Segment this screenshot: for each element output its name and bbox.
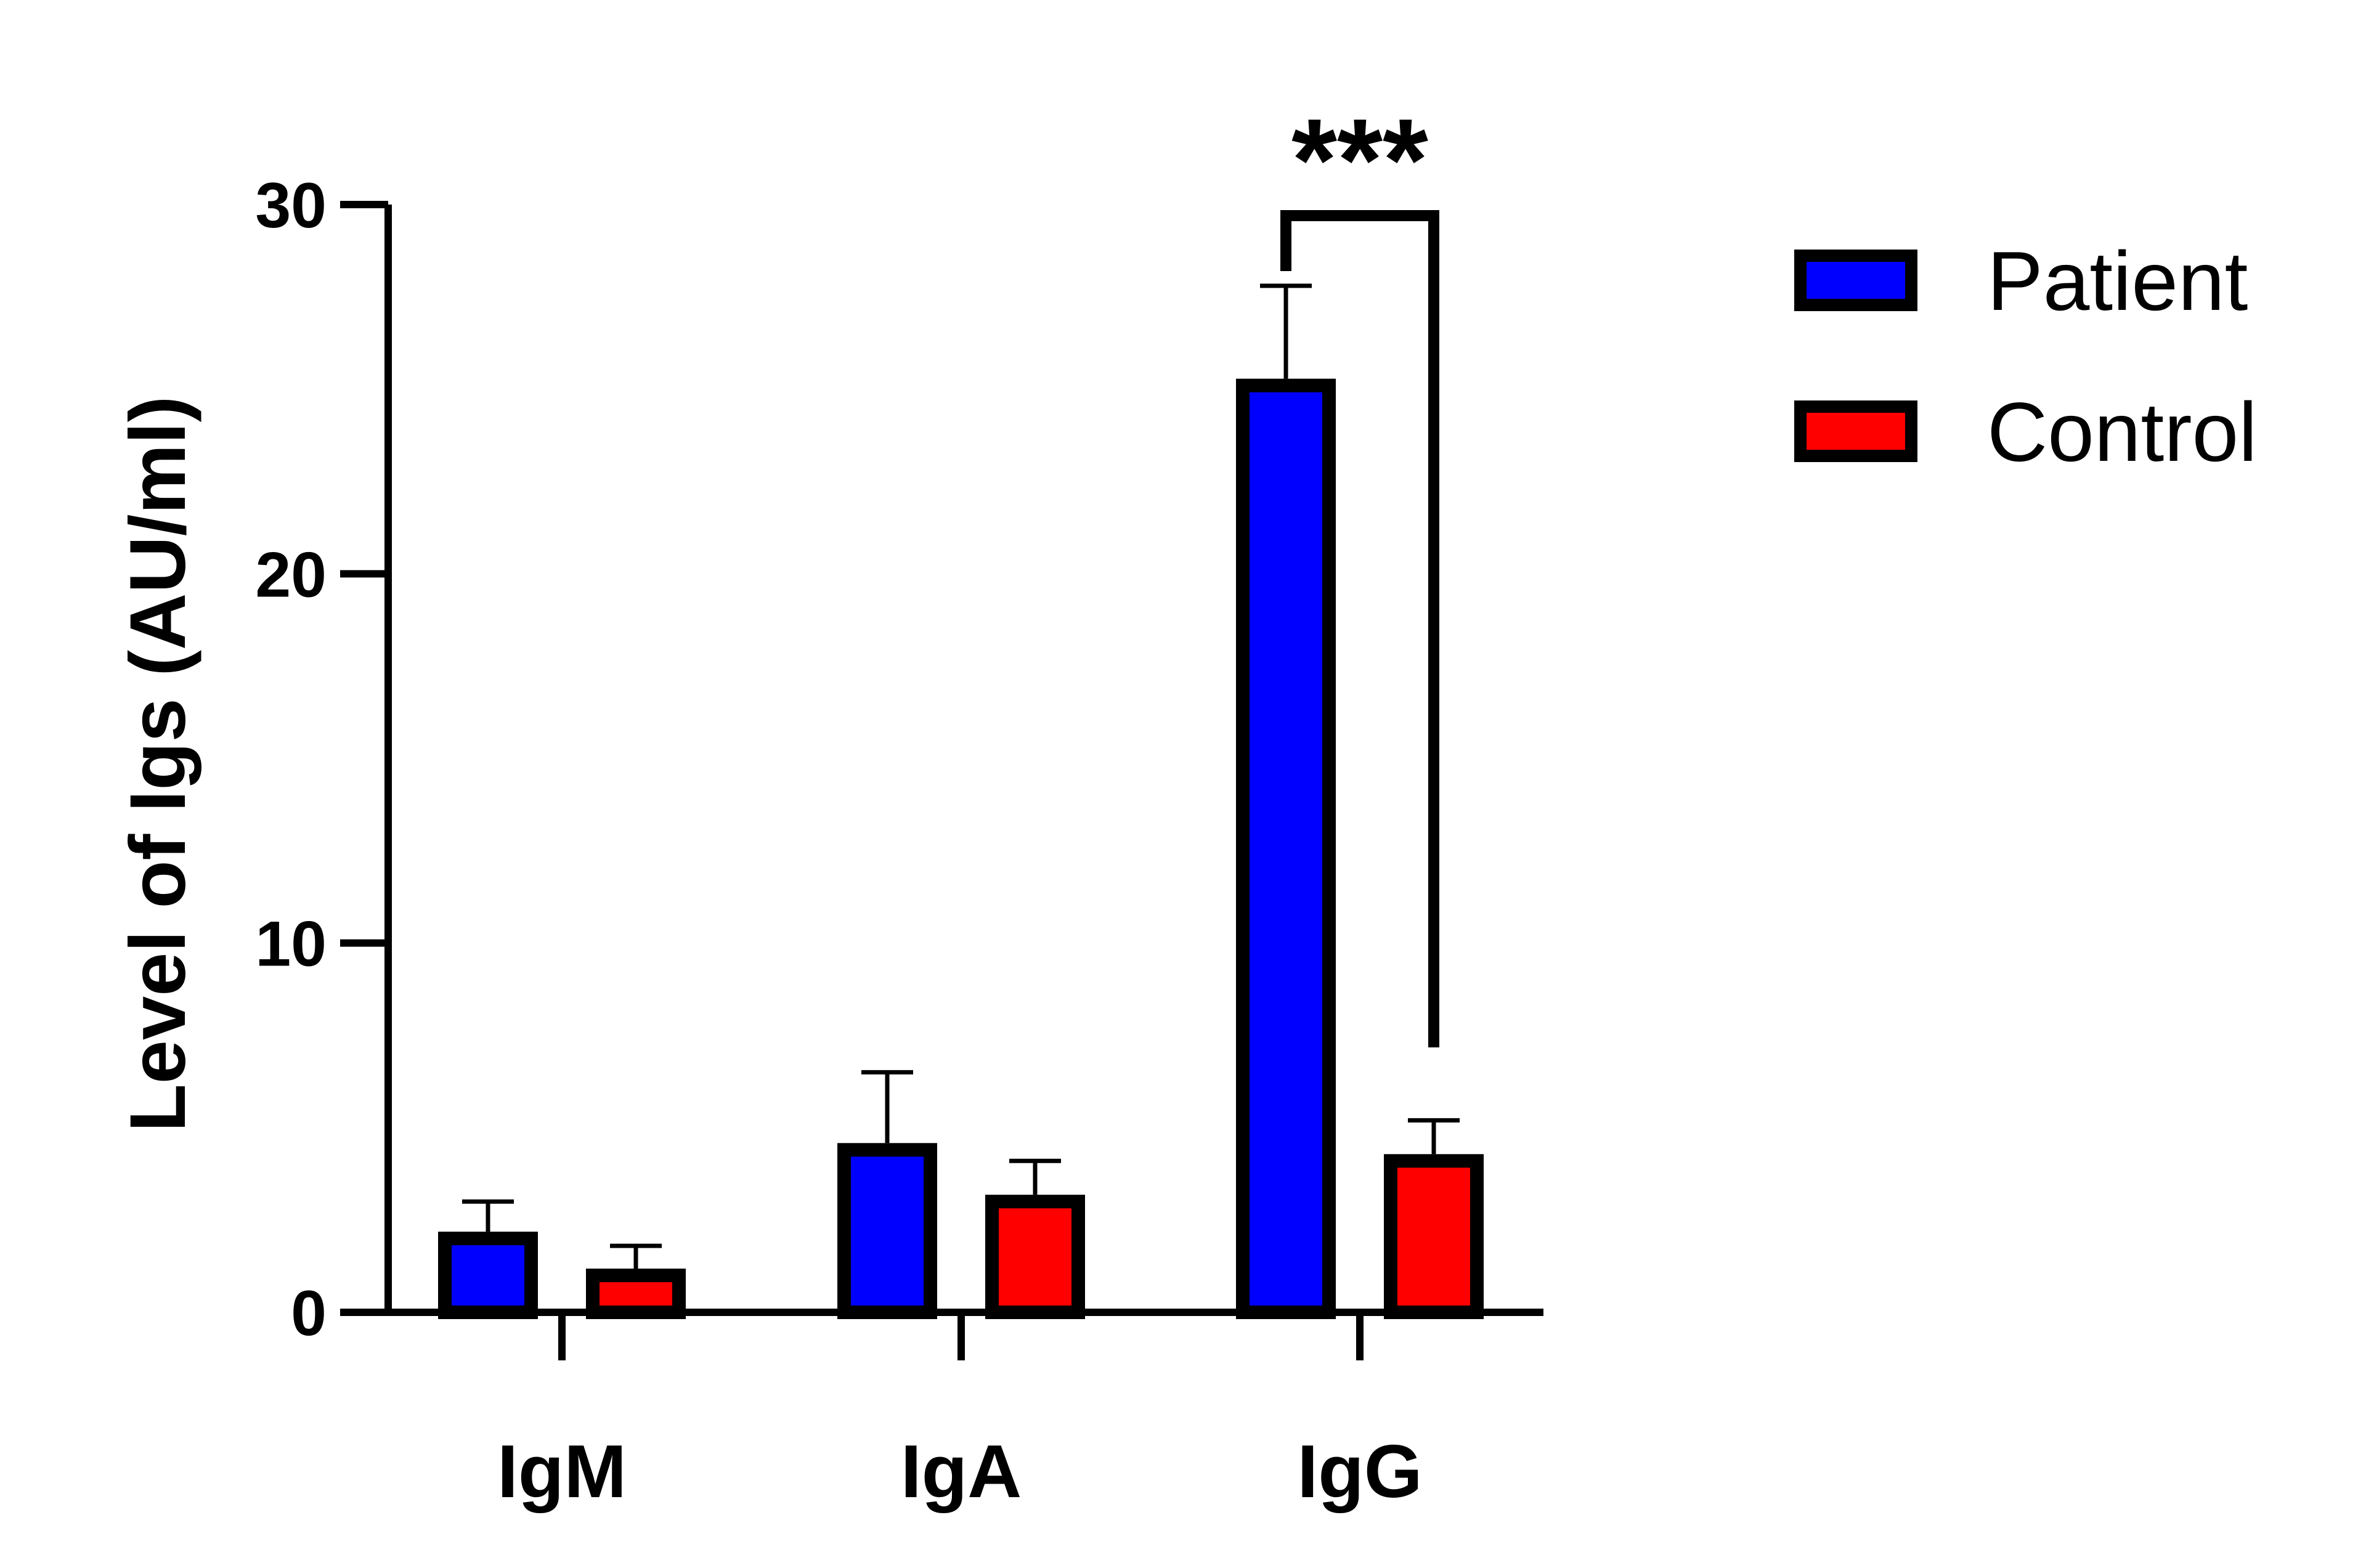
legend-swatch-patient <box>1794 250 1917 311</box>
legend-label-control: Control <box>1987 385 2257 479</box>
error-bars <box>462 283 1460 1269</box>
bar-patient-iga <box>837 1143 937 1319</box>
x-tick-label: IgA <box>901 1429 1022 1513</box>
y-axis-label: Level of Igs (AU/ml) <box>114 396 202 1132</box>
legend-label-patient: Patient <box>1987 234 2248 328</box>
y-tick-label: 0 <box>291 1278 327 1349</box>
legend: Patient Control <box>1794 234 2257 479</box>
y-axis-ticks: 0 10 20 30 <box>255 170 388 1349</box>
y-tick-label: 10 <box>255 909 327 980</box>
x-axis-labels: IgM IgA IgG <box>497 1429 1423 1513</box>
y-tick-label: 30 <box>255 170 327 242</box>
axes <box>384 205 1543 1360</box>
x-tick-label: IgM <box>497 1429 627 1513</box>
legend-swatch-control <box>1794 400 1917 462</box>
bar-patient-igm <box>438 1232 538 1319</box>
significance-bracket <box>1280 210 1439 1047</box>
bar-control-iga <box>985 1195 1085 1319</box>
bar-control-igm <box>586 1269 686 1319</box>
bars <box>438 378 1484 1319</box>
bar-control-igg <box>1384 1154 1484 1319</box>
x-tick-label: IgG <box>1297 1429 1422 1513</box>
bar-patient-igg <box>1236 378 1336 1319</box>
y-tick-label: 20 <box>255 539 327 611</box>
significance-annotation: *** <box>1280 95 1439 1047</box>
significance-stars: *** <box>1291 95 1428 225</box>
